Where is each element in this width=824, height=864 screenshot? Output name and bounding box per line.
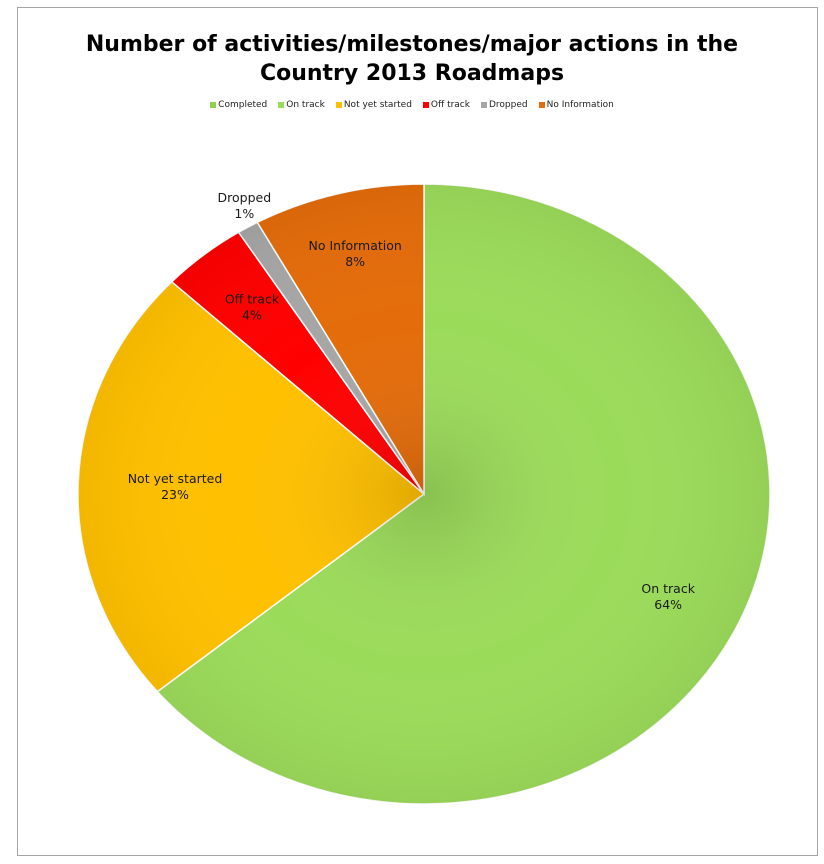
chart-title-line-2: Country 2013 Roadmaps [259, 61, 565, 86]
legend-label-not-yet-started: Not yet started [343, 100, 412, 110]
data-label-no-information: No Information 8% [308, 238, 401, 269]
legend-item-off-track: Off track [422, 100, 470, 110]
data-label-off-track: Off track 4% [225, 292, 280, 323]
legend-item-completed: Completed [210, 100, 267, 110]
data-label-on-track: On track 64% [641, 581, 695, 612]
legend-label-completed: Completed [218, 100, 268, 110]
chart-legend: Completed On track Not yet started Off trac… [0, 100, 824, 110]
legend-swatch-no-information [538, 102, 545, 108]
legend-swatch-on-track [278, 102, 285, 108]
data-label-dropped: Dropped 1% [218, 190, 272, 221]
legend-label-on-track: On track [286, 100, 325, 110]
legend-swatch-dropped [480, 102, 487, 108]
chart-title: Number of activities/milestones/major ac… [0, 30, 824, 88]
legend-item-not-yet-started: Not yet started [335, 100, 412, 110]
legend-item-on-track: On track [278, 100, 325, 110]
legend-label-off-track: Off track [430, 100, 470, 110]
legend-swatch-off-track [422, 102, 429, 108]
legend-item-dropped: Dropped [480, 100, 528, 110]
legend-swatch-not-yet-started [335, 102, 342, 108]
legend-item-no-information: No Information [538, 100, 614, 110]
legend-label-no-information: No Information [546, 100, 614, 110]
data-label-not-yet-started: Not yet started 23% [128, 471, 223, 502]
legend-swatch-completed [210, 102, 217, 108]
chart-title-line-1: Number of activities/milestones/major ac… [85, 32, 739, 57]
legend-label-dropped: Dropped [488, 100, 528, 110]
